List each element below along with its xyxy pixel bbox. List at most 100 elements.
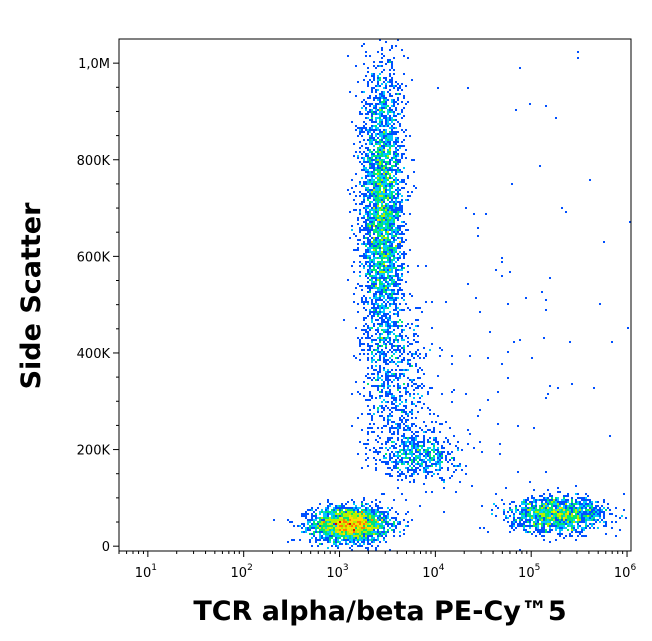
density-dot — [373, 447, 375, 449]
density-dot — [417, 265, 419, 267]
density-dot — [579, 505, 581, 507]
density-dot — [523, 507, 525, 509]
density-dot — [379, 109, 381, 111]
density-dot — [397, 467, 399, 469]
density-dot — [351, 517, 353, 519]
density-dot — [381, 407, 383, 409]
density-dot — [389, 389, 391, 391]
density-dot — [357, 417, 359, 419]
density-dot — [363, 307, 365, 309]
density-dot — [415, 463, 417, 465]
density-dot — [479, 441, 481, 443]
density-dot — [407, 413, 409, 415]
density-dot — [383, 91, 385, 93]
density-dot — [395, 261, 397, 263]
density-dot — [521, 501, 523, 503]
y-tick-label: 600K — [77, 250, 111, 265]
density-dot — [563, 497, 565, 499]
density-dot — [393, 313, 395, 315]
density-dot — [549, 529, 551, 531]
density-dot — [551, 511, 553, 513]
density-dot — [377, 79, 379, 81]
density-dot — [341, 523, 343, 525]
density-dot — [357, 531, 359, 533]
density-dot — [373, 195, 375, 197]
density-dot — [523, 515, 525, 517]
density-dot — [453, 435, 455, 437]
density-dot — [373, 287, 375, 289]
density-dot — [403, 351, 405, 353]
density-dot — [361, 467, 363, 469]
density-dot — [391, 299, 393, 301]
density-dot — [515, 505, 517, 507]
density-dot — [403, 213, 405, 215]
density-dot — [381, 131, 383, 133]
density-dot — [577, 503, 579, 505]
density-dot — [379, 151, 381, 153]
density-dot — [581, 511, 583, 513]
density-dot — [423, 431, 425, 433]
density-dot — [565, 505, 567, 507]
density-dot — [381, 185, 383, 187]
density-dot — [417, 431, 419, 433]
density-dot — [391, 201, 393, 203]
density-dot — [437, 443, 439, 445]
density-dot — [549, 277, 551, 279]
density-dot — [379, 231, 381, 233]
density-dot — [383, 99, 385, 101]
density-dot — [423, 469, 425, 471]
density-dot — [337, 523, 339, 525]
density-dot — [361, 113, 363, 115]
density-dot — [547, 501, 549, 503]
density-dot — [403, 73, 405, 75]
density-dot — [309, 539, 311, 541]
density-dot — [347, 527, 349, 529]
density-dot — [365, 459, 367, 461]
density-dot — [381, 401, 383, 403]
density-dot — [371, 535, 373, 537]
density-dot — [403, 417, 405, 419]
density-dot — [367, 83, 369, 85]
density-dot — [351, 537, 353, 539]
density-dot — [395, 101, 397, 103]
density-dot — [379, 447, 381, 449]
density-dot — [363, 151, 365, 153]
density-dot — [569, 525, 571, 527]
density-dot — [399, 349, 401, 351]
density-dot — [387, 261, 389, 263]
density-dot — [395, 321, 397, 323]
density-dot — [387, 195, 389, 197]
density-dot — [607, 503, 609, 505]
density-dot — [453, 389, 455, 391]
density-dot — [411, 353, 413, 355]
density-dot — [371, 379, 373, 381]
density-dot — [377, 351, 379, 353]
density-dot — [371, 195, 373, 197]
density-dot — [375, 397, 377, 399]
density-dot — [369, 529, 371, 531]
density-dot — [367, 237, 369, 239]
density-dot — [387, 327, 389, 329]
density-dot — [503, 519, 505, 521]
density-dot — [361, 501, 363, 503]
density-dot — [317, 527, 319, 529]
density-dot — [387, 81, 389, 83]
density-dot — [399, 397, 401, 399]
density-dot — [389, 253, 391, 255]
density-dot — [351, 541, 353, 543]
density-dot — [389, 191, 391, 193]
density-dot — [591, 509, 593, 511]
density-dot — [437, 375, 439, 377]
density-dot — [371, 523, 373, 525]
density-dot — [413, 185, 415, 187]
density-dot — [383, 69, 385, 71]
density-dot — [513, 515, 515, 517]
density-dot — [555, 521, 557, 523]
density-dot — [433, 445, 435, 447]
density-dot — [365, 205, 367, 207]
density-dot — [367, 517, 369, 519]
density-dot — [385, 123, 387, 125]
density-dot — [541, 511, 543, 513]
density-dot — [447, 453, 449, 455]
density-dot — [353, 517, 355, 519]
